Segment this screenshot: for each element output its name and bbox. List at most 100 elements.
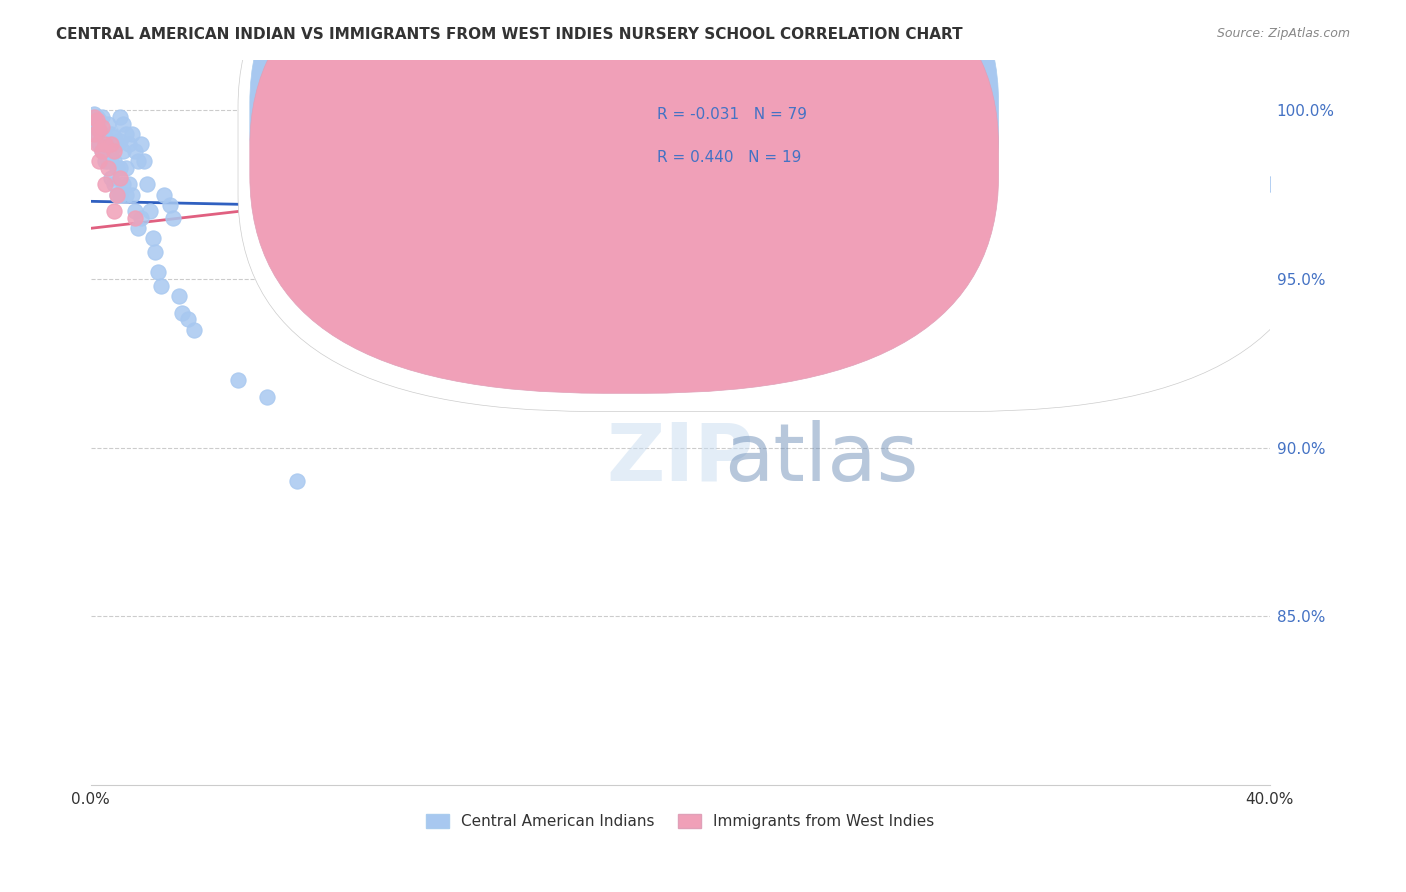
Point — [91, 144, 114, 158]
Point — [89, 123, 111, 137]
Text: CENTRAL AMERICAN INDIAN VS IMMIGRANTS FROM WEST INDIES NURSERY SCHOOL CORRELATIO: CENTRAL AMERICAN INDIAN VS IMMIGRANTS FR… — [56, 27, 963, 42]
Point — [817, 265, 839, 279]
Point — [124, 211, 146, 226]
Point — [177, 312, 200, 326]
Point — [108, 161, 131, 175]
Point — [105, 187, 128, 202]
Point — [103, 153, 125, 168]
Point — [89, 123, 111, 137]
Point — [91, 120, 114, 134]
Point — [83, 106, 105, 120]
Point — [100, 170, 122, 185]
Point — [103, 130, 125, 145]
Point — [83, 120, 105, 134]
Point — [83, 127, 105, 141]
FancyBboxPatch shape — [238, 0, 1323, 411]
Point — [100, 127, 122, 141]
Point — [105, 136, 128, 151]
Point — [127, 153, 149, 168]
Point — [728, 244, 751, 259]
Point — [150, 278, 173, 293]
Point — [94, 153, 117, 168]
Point — [610, 221, 633, 235]
Point — [963, 178, 986, 192]
Point — [162, 211, 184, 226]
Point — [669, 187, 692, 202]
Point — [138, 204, 160, 219]
Point — [124, 144, 146, 158]
Point — [132, 153, 155, 168]
Point — [86, 110, 108, 124]
Legend: Central American Indians, Immigrants from West Indies: Central American Indians, Immigrants fro… — [420, 808, 941, 836]
Point — [344, 211, 367, 226]
Point — [1052, 211, 1074, 226]
Point — [124, 204, 146, 219]
Point — [115, 127, 138, 141]
Point — [118, 136, 141, 151]
Point — [121, 127, 143, 141]
Point — [167, 289, 190, 303]
Point — [89, 136, 111, 151]
Point — [89, 153, 111, 168]
Point — [91, 110, 114, 124]
Point — [94, 130, 117, 145]
Point — [108, 187, 131, 202]
Point — [1258, 178, 1281, 192]
Point — [121, 187, 143, 202]
Point — [105, 161, 128, 175]
Text: atlas: atlas — [724, 419, 920, 498]
FancyBboxPatch shape — [250, 0, 998, 350]
Point — [100, 136, 122, 151]
Point — [145, 244, 167, 259]
Point — [86, 136, 108, 151]
Point — [86, 113, 108, 128]
Point — [669, 238, 692, 252]
Point — [492, 187, 515, 202]
Point — [115, 161, 138, 175]
Point — [433, 197, 456, 211]
Point — [551, 204, 574, 219]
Point — [94, 144, 117, 158]
Point — [97, 161, 120, 175]
Point — [94, 178, 117, 192]
Point — [83, 110, 105, 124]
Point — [129, 211, 152, 226]
Point — [1199, 187, 1222, 202]
Text: Source: ZipAtlas.com: Source: ZipAtlas.com — [1216, 27, 1350, 40]
Point — [135, 178, 157, 192]
Point — [112, 117, 135, 131]
Point — [91, 144, 114, 158]
Point — [108, 170, 131, 185]
Point — [108, 134, 131, 148]
Point — [148, 265, 170, 279]
Text: R = 0.440   N = 19: R = 0.440 N = 19 — [657, 150, 801, 165]
Point — [170, 306, 193, 320]
Point — [118, 178, 141, 192]
Point — [86, 117, 108, 131]
Point — [374, 178, 396, 192]
Point — [103, 178, 125, 192]
Text: R = -0.031   N = 79: R = -0.031 N = 79 — [657, 106, 807, 121]
Point — [115, 187, 138, 202]
Point — [105, 187, 128, 202]
Point — [112, 178, 135, 192]
Point — [103, 204, 125, 219]
Point — [97, 117, 120, 131]
Point — [86, 127, 108, 141]
Point — [876, 278, 898, 293]
Point — [89, 113, 111, 128]
Point — [97, 134, 120, 148]
Point — [153, 187, 176, 202]
Point — [315, 187, 337, 202]
Point — [141, 231, 163, 245]
FancyBboxPatch shape — [250, 0, 998, 393]
Point — [127, 221, 149, 235]
Point — [129, 136, 152, 151]
Point — [91, 127, 114, 141]
Point — [285, 475, 308, 489]
Point — [100, 151, 122, 165]
Point — [256, 390, 278, 404]
Point — [1140, 197, 1163, 211]
Point — [103, 144, 125, 158]
Point — [97, 153, 120, 168]
